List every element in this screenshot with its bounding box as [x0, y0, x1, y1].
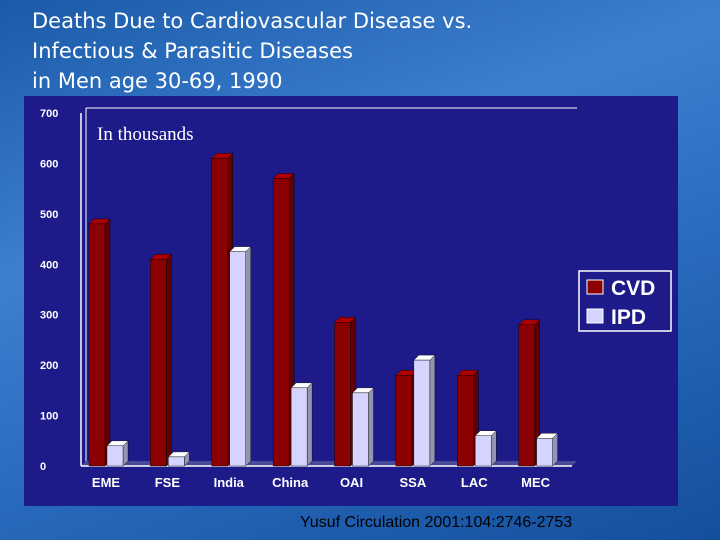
bar-cvd-ssa	[395, 375, 413, 467]
bar-cvd-oai	[334, 322, 351, 467]
bar-side	[429, 354, 436, 467]
y-tick-label: 100	[40, 411, 58, 423]
y-tick-label: 300	[40, 310, 58, 322]
bar-cvd-lac	[457, 375, 474, 467]
x-tick-label: China	[272, 475, 309, 490]
bar-ipd-oai	[352, 392, 369, 467]
chart-annotation: In thousands	[97, 124, 194, 145]
y-tick-labels: 0 100 200 300 400 500 600 700	[40, 108, 58, 473]
title-line-3: in Men age 30-69, 1990	[32, 69, 283, 93]
bar-cvd-fse	[150, 259, 167, 467]
x-tick-label: SSA	[400, 475, 427, 490]
bar-side	[166, 253, 172, 467]
y-tick-label: 600	[40, 158, 58, 170]
citation: Yusuf Circulation 2001:104:2746-2753	[300, 514, 573, 531]
bar-side	[491, 430, 497, 467]
bar-ipd-india	[229, 251, 246, 467]
bar-cvd-china	[272, 178, 290, 467]
bar-ipd-mec	[536, 438, 553, 467]
title-line-1: Deaths Due to Cardiovascular Disease vs.	[32, 9, 473, 33]
bar-side	[306, 382, 313, 467]
y-tick-label: 0	[40, 461, 46, 473]
x-tick-label: LAC	[461, 475, 488, 490]
x-tick-label: India	[214, 475, 245, 490]
legend-label-cvd: CVD	[611, 277, 655, 300]
bar-ipd-lac	[475, 435, 492, 467]
bar-cvd-eme	[88, 223, 106, 467]
legend-swatch-cvd	[586, 279, 604, 295]
bar-ipd-fse	[168, 456, 185, 467]
y-tick-label: 200	[40, 360, 58, 372]
chart-legend: CVD IPD	[578, 270, 672, 332]
y-tick-label: 500	[40, 209, 58, 221]
bar-side	[245, 246, 251, 467]
bar-ipd-china	[290, 387, 308, 467]
bar-cvd-india	[211, 158, 228, 467]
chart-bars	[88, 152, 559, 467]
x-tick-label: FSE	[155, 475, 181, 490]
bar-ipd-eme	[106, 445, 124, 467]
title-line-2: Infectious & Parasitic Diseases	[32, 39, 353, 63]
bar-side	[552, 432, 558, 467]
x-tick-label: MEC	[521, 475, 551, 490]
legend-swatch-ipd	[586, 308, 604, 324]
chart-panel: 0 100 200 300 400 500 600 700 EME FSE India China O…	[24, 96, 678, 506]
legend-label-ipd: IPD	[611, 306, 646, 329]
bar-side	[104, 218, 111, 467]
bar-chart: 0 100 200 300 400 500 600 700 EME FSE India China O…	[40, 107, 672, 490]
x-tick-label: EME	[92, 475, 121, 490]
bar-cvd-mec	[518, 324, 535, 467]
y-tick-label: 400	[40, 259, 58, 271]
x-tick-labels: EME FSE India China OAI SSA LAC MEC	[92, 475, 551, 490]
bar-ipd-ssa	[413, 359, 431, 467]
bar-side	[368, 387, 374, 467]
y-tick-label: 700	[40, 108, 58, 120]
chart-floor	[81, 461, 577, 466]
slide-title: Deaths Due to Cardiovascular Disease vs.…	[32, 6, 472, 96]
x-tick-label: OAI	[340, 475, 363, 490]
